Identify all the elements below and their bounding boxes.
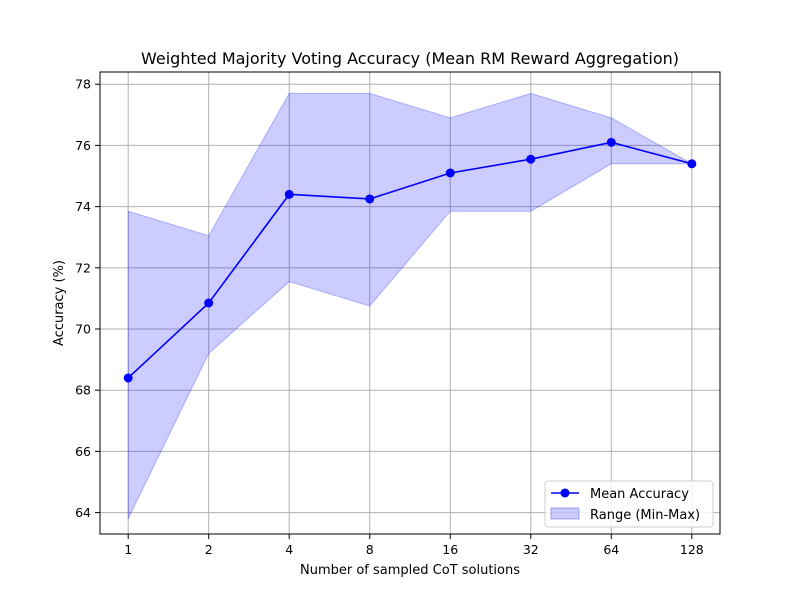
y-tick-label: 78 [75,77,91,92]
mean-accuracy-point [204,298,214,308]
x-axis-label: Number of sampled CoT solutions [300,563,520,578]
y-tick-label: 72 [75,260,91,275]
x-tick-label: 8 [366,542,374,557]
mean-accuracy-point [284,189,294,199]
mean-accuracy-line [127,141,693,379]
y-axis: 64 66 68 70 72 74 76 78 [75,77,100,520]
mean-accuracy-point [687,159,697,169]
x-tick-label: 32 [523,542,539,557]
legend-box [544,480,714,528]
range-band [127,92,694,519]
mean-accuracy-point [365,194,375,204]
mean-accuracy-point [123,373,133,383]
y-tick-label: 64 [75,505,91,520]
chart-title: Weighted Majority Voting Accuracy (Mean … [141,49,679,68]
mean-accuracy-point [526,154,536,164]
series-layer [123,137,697,383]
y-tick-label: 70 [75,322,91,337]
plot-frame [99,71,721,535]
y-tick-label: 66 [75,444,91,459]
mean-accuracy-point [445,168,455,178]
legend-label-range: Range (Min-Max) [590,508,700,523]
y-tick-label: 76 [75,138,91,153]
legend-band-swatch [550,507,580,520]
grid [100,72,720,534]
legend-label-mean-accuracy: Mean Accuracy [590,487,689,502]
range-band-layer [127,92,694,519]
x-axis: 1 2 4 8 16 32 64 128 [124,534,704,557]
x-tick-label: 1 [124,542,132,557]
x-tick-label: 16 [442,542,458,557]
y-axis-label: Accuracy (%) [52,260,67,346]
y-tick-label: 74 [75,199,91,214]
mean-accuracy-point [606,137,616,147]
x-tick-label: 128 [680,542,704,557]
x-tick-label: 64 [603,542,619,557]
x-tick-label: 4 [285,542,293,557]
legend-marker-swatch [560,488,570,498]
legend: Mean Accuracy Range (Min-Max) [544,480,714,528]
x-tick-label: 2 [205,542,213,557]
y-tick-label: 68 [75,383,91,398]
